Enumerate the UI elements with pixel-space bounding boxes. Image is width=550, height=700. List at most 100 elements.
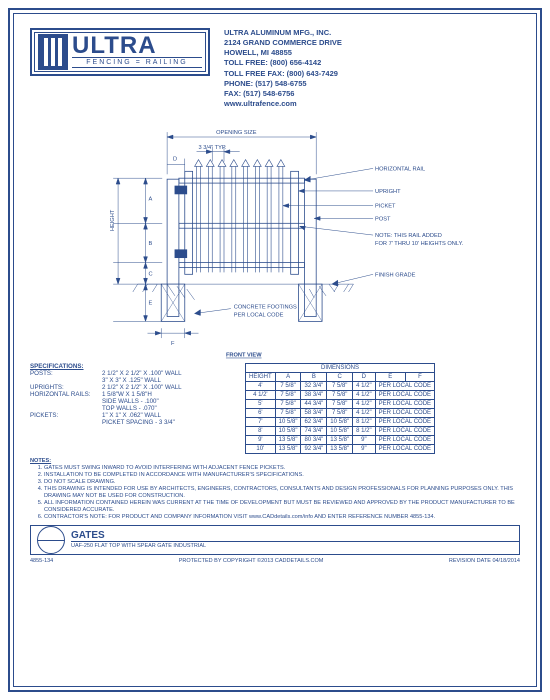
spec-value: TOP WALLS - .070" [102, 405, 157, 412]
spec-value: 1 5/8"W X 1 5/8"H [102, 391, 152, 398]
title-main: GATES [71, 530, 519, 541]
spec-value: 1" X 1" X .062" WALL [102, 412, 161, 419]
dims-col-header: F [405, 373, 434, 382]
spec-label [30, 377, 102, 384]
svg-text:PER LOCAL CODE: PER LOCAL CODE [234, 312, 284, 318]
dimensions-table: DIMENSIONS HEIGHTABCDEF 4'7 5/8"32 3/4"7… [245, 363, 435, 454]
svg-text:NOTE: THIS RAIL ADDED: NOTE: THIS RAIL ADDED [375, 233, 442, 239]
dims-cell: 5' [246, 400, 276, 409]
dims-cell: PER LOCAL CODE [375, 409, 434, 418]
spec-value: 3" X 3" X .125" WALL [102, 377, 161, 384]
company-addr1: 2124 GRAND COMMERCE DRIVE [224, 38, 520, 48]
spec-label [30, 405, 102, 412]
spec-row: PICKETS:1" X 1" X .062" WALL [30, 412, 245, 419]
dims-cell: 10 5/8" [327, 418, 353, 427]
dims-col-header: D [353, 373, 375, 382]
spec-row: TOP WALLS - .070" [30, 405, 245, 412]
dims-cell: 4 1/2" [353, 382, 375, 391]
svg-text:FRONT VIEW: FRONT VIEW [226, 353, 262, 359]
spec-value: 2 1/2" X 2 1/2" X .100" WALL [102, 370, 182, 377]
dims-cell: 44 3/4" [301, 400, 327, 409]
ref-number: 4855-134 [30, 558, 53, 564]
dims-cell: PER LOCAL CODE [375, 382, 434, 391]
note-item: CONTRACTOR'S NOTE: FOR PRODUCT AND COMPA… [44, 514, 520, 521]
spec-row: 3" X 3" X .125" WALL [30, 377, 245, 384]
svg-text:E: E [148, 301, 152, 307]
svg-text:PICKET: PICKET [375, 204, 396, 210]
dims-cell: 8 1/2" [353, 418, 375, 427]
note-item: ALL INFORMATION CONTAINED HEREIN WAS CUR… [44, 500, 520, 514]
dims-cell: 10 5/8" [327, 427, 353, 436]
svg-text:HEIGHT: HEIGHT [110, 209, 116, 231]
dims-col-header: C [327, 373, 353, 382]
dims-cell: PER LOCAL CODE [375, 445, 434, 454]
title-sub: UAF-250 FLAT TOP WITH SPEAR GATE INDUSTR… [71, 541, 519, 549]
dims-cell: 74 3/4" [301, 427, 327, 436]
dims-cell: 92 3/4" [301, 445, 327, 454]
detail-bubble-icon [37, 526, 65, 554]
dims-cell: PER LOCAL CODE [375, 400, 434, 409]
svg-text:HORIZONTAL RAIL: HORIZONTAL RAIL [375, 166, 425, 172]
dims-cell: 9" [353, 445, 375, 454]
front-view-drawing: HEIGHT A B C D E F OPENING SIZE 3 3/4" T… [20, 115, 530, 363]
svg-text:B: B [148, 241, 152, 247]
spec-row: PICKET SPACING - 3 3/4" [30, 419, 245, 426]
dims-cell: 4 1/2" [353, 409, 375, 418]
dims-cell: 13 5/8" [327, 436, 353, 445]
dims-cell: 8 1/2" [353, 427, 375, 436]
dims-cell: 58 3/4" [301, 409, 327, 418]
company-phone: PHONE: (517) 548-6755 [224, 79, 520, 89]
copyright: PROTECTED BY COPYRIGHT ©2013 CADDETAILS.… [179, 558, 324, 564]
table-row: 6'7 5/8"58 3/4"7 5/8"4 1/2"PER LOCAL COD… [246, 409, 435, 418]
dims-cell: 7' [246, 418, 276, 427]
spec-label [30, 419, 102, 426]
logo-icon [38, 34, 68, 70]
company-web: www.ultrafence.com [224, 99, 520, 109]
spec-label: PICKETS: [30, 412, 102, 419]
spec-row: HORIZONTAL RAILS:1 5/8"W X 1 5/8"H [30, 391, 245, 398]
dims-cell: 6' [246, 409, 276, 418]
note-item: DO NOT SCALE DRAWING. [44, 479, 520, 486]
dims-cell: 7 5/8" [275, 382, 301, 391]
svg-text:FOR 7' THRU 10' HEIGHTS ONLY.: FOR 7' THRU 10' HEIGHTS ONLY. [375, 241, 464, 247]
logo-box: ULTRA FENCING = RAILING [30, 28, 210, 76]
footer: 4855-134 PROTECTED BY COPYRIGHT ©2013 CA… [20, 555, 530, 564]
spec-row: UPRIGHTS:2 1/2" X 2 1/2" X .100" WALL [30, 384, 245, 391]
dims-cell: 32 3/4" [301, 382, 327, 391]
notes-block: NOTES: GATES MUST SWING INWARD TO AVOID … [20, 454, 530, 521]
dims-cell: 62 3/4" [301, 418, 327, 427]
company-tollfax: TOLL FREE FAX: (800) 643-7429 [224, 69, 520, 79]
spec-row: POSTS:2 1/2" X 2 1/2" X .100" WALL [30, 370, 245, 377]
title-block: GATES UAF-250 FLAT TOP WITH SPEAR GATE I… [30, 525, 520, 555]
dims-col-header: A [275, 373, 301, 382]
spec-value: 2 1/2" X 2 1/2" X .100" WALL [102, 384, 182, 391]
dims-cell: 7 5/8" [275, 400, 301, 409]
dims-cell: 13 5/8" [275, 436, 301, 445]
table-row: 10'13 5/8"92 3/4"13 5/8"9"PER LOCAL CODE [246, 445, 435, 454]
dims-cell: 10' [246, 445, 276, 454]
table-row: 7'10 5/8"62 3/4"10 5/8"8 1/2"PER LOCAL C… [246, 418, 435, 427]
dims-cell: 9' [246, 436, 276, 445]
dims-col-header: HEIGHT [246, 373, 276, 382]
dims-cell: 9" [353, 436, 375, 445]
dims-col-header: E [375, 373, 405, 382]
svg-text:CONCRETE FOOTINGS: CONCRETE FOOTINGS [234, 305, 297, 311]
specs-header: SPECIFICATIONS: [30, 363, 245, 370]
svg-text:OPENING SIZE: OPENING SIZE [216, 130, 257, 136]
specifications-block: SPECIFICATIONS: POSTS:2 1/2" X 2 1/2" X … [30, 363, 245, 454]
company-name: ULTRA ALUMINUM MFG., INC. [224, 28, 520, 38]
spec-label: UPRIGHTS: [30, 384, 102, 391]
table-row: 4'7 5/8"32 3/4"7 5/8"4 1/2"PER LOCAL COD… [246, 382, 435, 391]
spec-label: POSTS: [30, 370, 102, 377]
dims-col-header: B [301, 373, 327, 382]
dims-cell: 8' [246, 427, 276, 436]
dims-title: DIMENSIONS [246, 364, 435, 373]
spec-label [30, 398, 102, 405]
svg-text:F: F [171, 341, 175, 347]
company-fax: FAX: (517) 548-6756 [224, 89, 520, 99]
table-row: 8'10 5/8"74 3/4"10 5/8"8 1/2"PER LOCAL C… [246, 427, 435, 436]
dims-cell: 13 5/8" [327, 445, 353, 454]
note-item: INSTALLATION TO BE COMPLETED IN ACCORDAN… [44, 472, 520, 479]
dims-cell: PER LOCAL CODE [375, 427, 434, 436]
dims-cell: 4 1/2" [353, 400, 375, 409]
